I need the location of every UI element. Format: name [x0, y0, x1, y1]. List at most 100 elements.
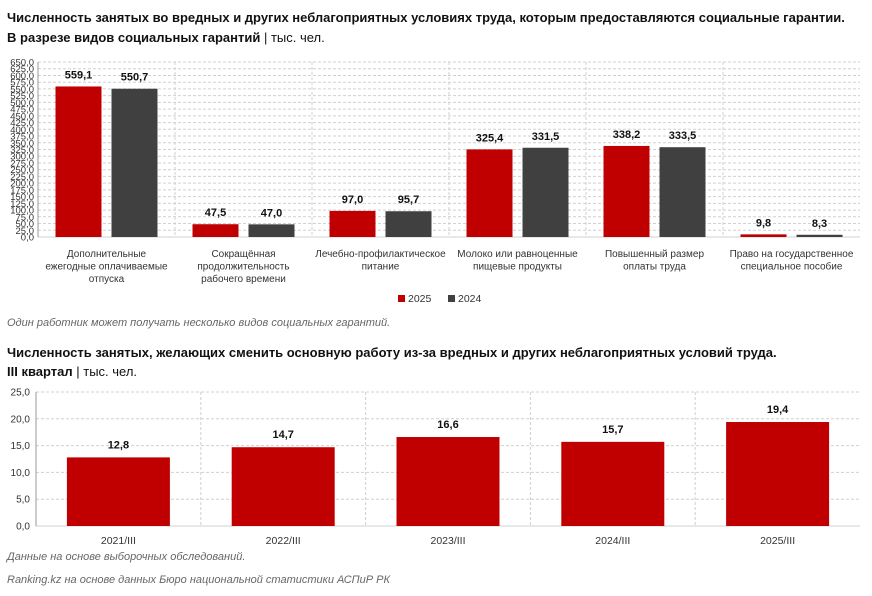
x-tick-label-line: продолжительность — [197, 262, 289, 273]
x-tick-label: Повышенный размер оплаты труда — [605, 249, 704, 273]
y-tick-label: 250,0 — [10, 165, 34, 176]
x-tick-label-line: оплаты труда — [623, 262, 686, 273]
y-tick-label: 325,0 — [10, 145, 34, 156]
x-tick-label-line: Повышенный размер — [605, 249, 704, 260]
y-tick-label: 650,0 — [10, 58, 34, 69]
data-label-2025: 559,1 — [65, 69, 93, 81]
data-label-2025: 9,8 — [756, 217, 771, 229]
x-tick-label-line: пищевые продукты — [473, 262, 562, 273]
y-tick-label: 500,0 — [10, 98, 34, 109]
x-tick-label-line: рабочего времени — [201, 273, 286, 285]
bar — [231, 447, 335, 526]
bar-2024 — [522, 147, 569, 237]
bar-2024 — [248, 224, 295, 237]
bar-2024 — [796, 234, 843, 237]
data-label: 19,4 — [767, 404, 789, 416]
x-tick-label-line: Дополнительные — [67, 249, 147, 260]
chart1-subtitle-main: В разрезе видов социальных гарантий — [7, 30, 261, 45]
x-tick-label: 2023/III — [430, 535, 465, 547]
chart1-subtitle-separator: | — [260, 30, 271, 45]
y-tick-label: 550,0 — [10, 84, 34, 95]
y-tick-label: 0,0 — [21, 233, 34, 244]
y-tick-label: 25,0 — [16, 226, 35, 237]
x-tick-label: Молоко или равноценные пищевые продукты — [457, 249, 578, 273]
y-tick-label: 125,0 — [10, 199, 34, 210]
y-tick-label: 10,0 — [11, 468, 31, 479]
bar — [66, 457, 170, 526]
x-tick-label-line: Лечебно-профилактическое — [315, 248, 446, 260]
y-tick-label: 25,0 — [11, 388, 31, 399]
x-tick-label-line: Право на государственное — [730, 249, 854, 260]
x-tick-label: Дополнительные ежегодные оплачиваемые отпу… — [45, 249, 168, 285]
bar-2024 — [659, 147, 706, 237]
y-tick-label: 600,0 — [10, 71, 34, 82]
bar-2025 — [192, 224, 239, 237]
y-tick-label: 400,0 — [10, 125, 34, 136]
data-label-2025: 325,4 — [476, 132, 504, 144]
x-tick-label: 2024/III — [595, 535, 630, 547]
bar-2025 — [55, 86, 102, 237]
bar-2025 — [603, 145, 650, 237]
x-tick-label: 2022/III — [266, 535, 301, 547]
y-tick-label: 50,0 — [16, 219, 35, 230]
bar-2024 — [111, 88, 158, 237]
y-tick-label: 175,0 — [10, 185, 34, 196]
bar — [561, 441, 665, 526]
y-tick-label: 300,0 — [10, 152, 34, 163]
data-label: 14,7 — [272, 429, 293, 441]
y-tick-label: 475,0 — [10, 105, 34, 116]
data-label-2025: 338,2 — [613, 129, 641, 141]
y-tick-label: 150,0 — [10, 192, 34, 203]
data-label-2025: 47,5 — [205, 207, 226, 219]
chart2-subtitle-unit: тыс. чел. — [83, 364, 138, 379]
data-label-2024: 95,7 — [398, 194, 419, 206]
x-tick-label: Лечебно-профилактическое питание — [315, 248, 446, 273]
y-tick-label: 575,0 — [10, 78, 34, 89]
legend-label-2025: 2025 — [408, 293, 432, 305]
y-tick-label: 350,0 — [10, 138, 34, 149]
data-label-2024: 550,7 — [121, 72, 149, 84]
y-tick-label: 200,0 — [10, 179, 34, 190]
chart1-subtitle-unit: тыс. чел. — [270, 30, 325, 45]
data-label: 15,7 — [602, 424, 623, 436]
bar — [396, 437, 500, 526]
legend-label-2024: 2024 — [458, 293, 482, 305]
legend-swatch-2025 — [398, 295, 405, 302]
data-label-2024: 47,0 — [261, 207, 282, 219]
x-tick-label-line: питание — [362, 262, 400, 273]
bar-2025 — [740, 234, 787, 237]
data-label: 12,8 — [108, 439, 129, 451]
data-label-2024: 8,3 — [812, 218, 827, 230]
y-tick-label: 375,0 — [10, 132, 34, 143]
chart1-note: Один работник может получать несколько в… — [7, 317, 391, 329]
data-label-2024: 333,5 — [669, 130, 697, 142]
chart1-title: Численность занятых во вредных и других … — [7, 10, 845, 25]
y-tick-label: 15,0 — [11, 441, 31, 452]
x-tick-label: Сокращённая продолжительность рабочего вре… — [197, 249, 289, 285]
y-tick-label: 0,0 — [16, 522, 30, 533]
x-tick-label-line: отпуска — [89, 274, 125, 285]
y-tick-label: 525,0 — [10, 91, 34, 102]
chart2-subtitle-separator: | — [72, 364, 84, 379]
legend-swatch-2024 — [448, 295, 455, 302]
x-tick-label-line: Сокращённая — [211, 249, 275, 260]
y-tick-label: 225,0 — [10, 172, 34, 183]
chart1-subtitle: В разрезе видов социальных гарантий | ты… — [7, 30, 325, 45]
bar-2025 — [466, 149, 513, 237]
bar-2025 — [329, 210, 376, 237]
chart2-subtitle: III квартал | тыс. чел. — [7, 364, 137, 379]
chart2-subtitle-main: III квартал — [7, 364, 73, 379]
y-tick-label: 425,0 — [10, 118, 34, 129]
x-tick-label-line: Молоко или равноценные — [457, 249, 578, 260]
chart2-note: Данные на основе выборочных обследований… — [7, 551, 246, 563]
data-label: 16,6 — [437, 419, 458, 431]
chart2-title: Численность занятых, желающих сменить ос… — [7, 345, 777, 360]
data-label-2024: 331,5 — [532, 131, 560, 143]
source-note: Ranking.kz на основе данных Бюро национа… — [7, 574, 390, 586]
data-label-2025: 97,0 — [342, 194, 363, 206]
y-tick-label: 5,0 — [16, 495, 30, 506]
y-tick-label: 275,0 — [10, 158, 34, 169]
y-tick-label: 100,0 — [10, 206, 34, 217]
bar — [726, 422, 830, 526]
